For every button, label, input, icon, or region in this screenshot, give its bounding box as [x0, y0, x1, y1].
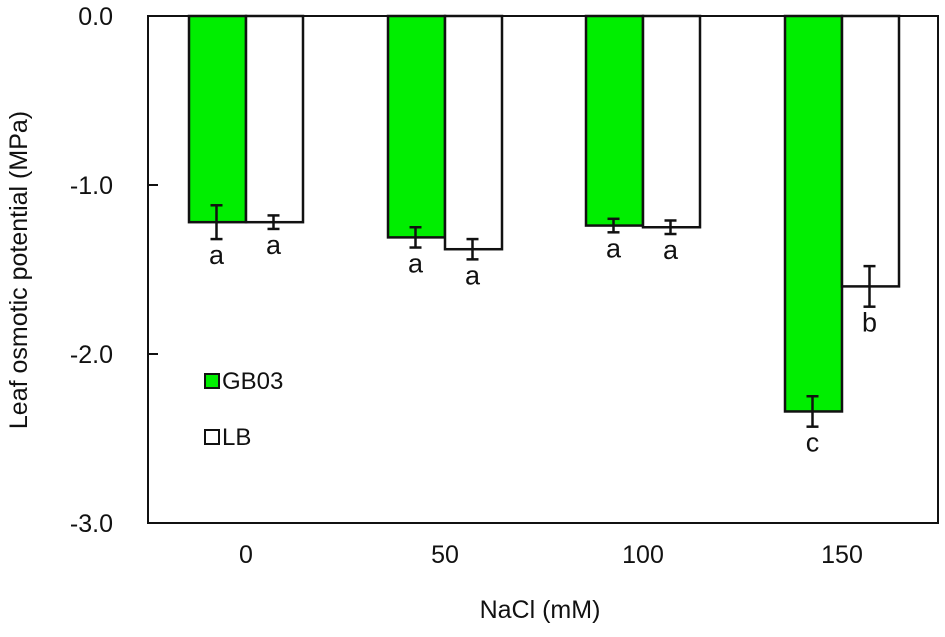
y-axis-title: Leaf osmotic potential (MPa) [5, 111, 33, 429]
legend-label: LB [222, 424, 251, 451]
significance-letter: b [862, 308, 877, 338]
x-axis-title: NaCl (mM) [480, 596, 601, 624]
error-bar [607, 217, 620, 234]
significance-letter: a [266, 230, 282, 260]
significance-letter: a [465, 260, 481, 290]
error-bar [210, 204, 223, 241]
bar-gb03-0: a [187, 14, 248, 270]
y-tick-label: -2.0 [70, 341, 113, 369]
bars: a a a a a a c b [187, 14, 901, 458]
significance-letter: a [663, 235, 679, 265]
legend-item-gb03: GB03 [204, 368, 283, 395]
legend-label: GB03 [222, 368, 283, 395]
y-tick-label: 0.0 [78, 3, 113, 31]
error-bar [863, 264, 876, 308]
legend-swatch [204, 373, 220, 389]
y-axis-ticks: 0.0 -1.0 -2.0 -3.0 [70, 3, 158, 538]
legend-item-lb: LB [204, 424, 251, 451]
x-tick-label: 50 [431, 541, 459, 569]
x-tick-label: 150 [821, 541, 863, 569]
significance-letter: a [606, 233, 622, 263]
bar-gb03-100: a [584, 14, 645, 263]
legend: GB03 LB [204, 368, 283, 451]
significance-letter: a [408, 249, 424, 279]
error-bar [409, 226, 422, 249]
y-tick-label: -3.0 [70, 510, 113, 538]
bar-lb-100: a [641, 14, 702, 265]
error-bar [466, 237, 479, 261]
error-bar [806, 395, 819, 428]
bar-lb-150: b [840, 14, 901, 338]
x-tick-label: 0 [239, 541, 253, 569]
x-tick-label: 100 [622, 541, 664, 569]
bar-lb-50: a [443, 14, 504, 290]
bar-gb03-150: c [783, 14, 844, 458]
bar-lb-0: a [244, 14, 305, 260]
error-bar [664, 219, 677, 236]
error-bar [267, 214, 280, 231]
x-axis-tick-labels: 0 50 100 150 [239, 541, 863, 569]
significance-letter: a [209, 240, 225, 270]
significance-letter: c [806, 428, 820, 458]
bar-gb03-50: a [386, 14, 447, 279]
y-tick-label: -1.0 [70, 172, 113, 200]
plot-frame [147, 15, 939, 524]
legend-swatch [204, 429, 220, 445]
